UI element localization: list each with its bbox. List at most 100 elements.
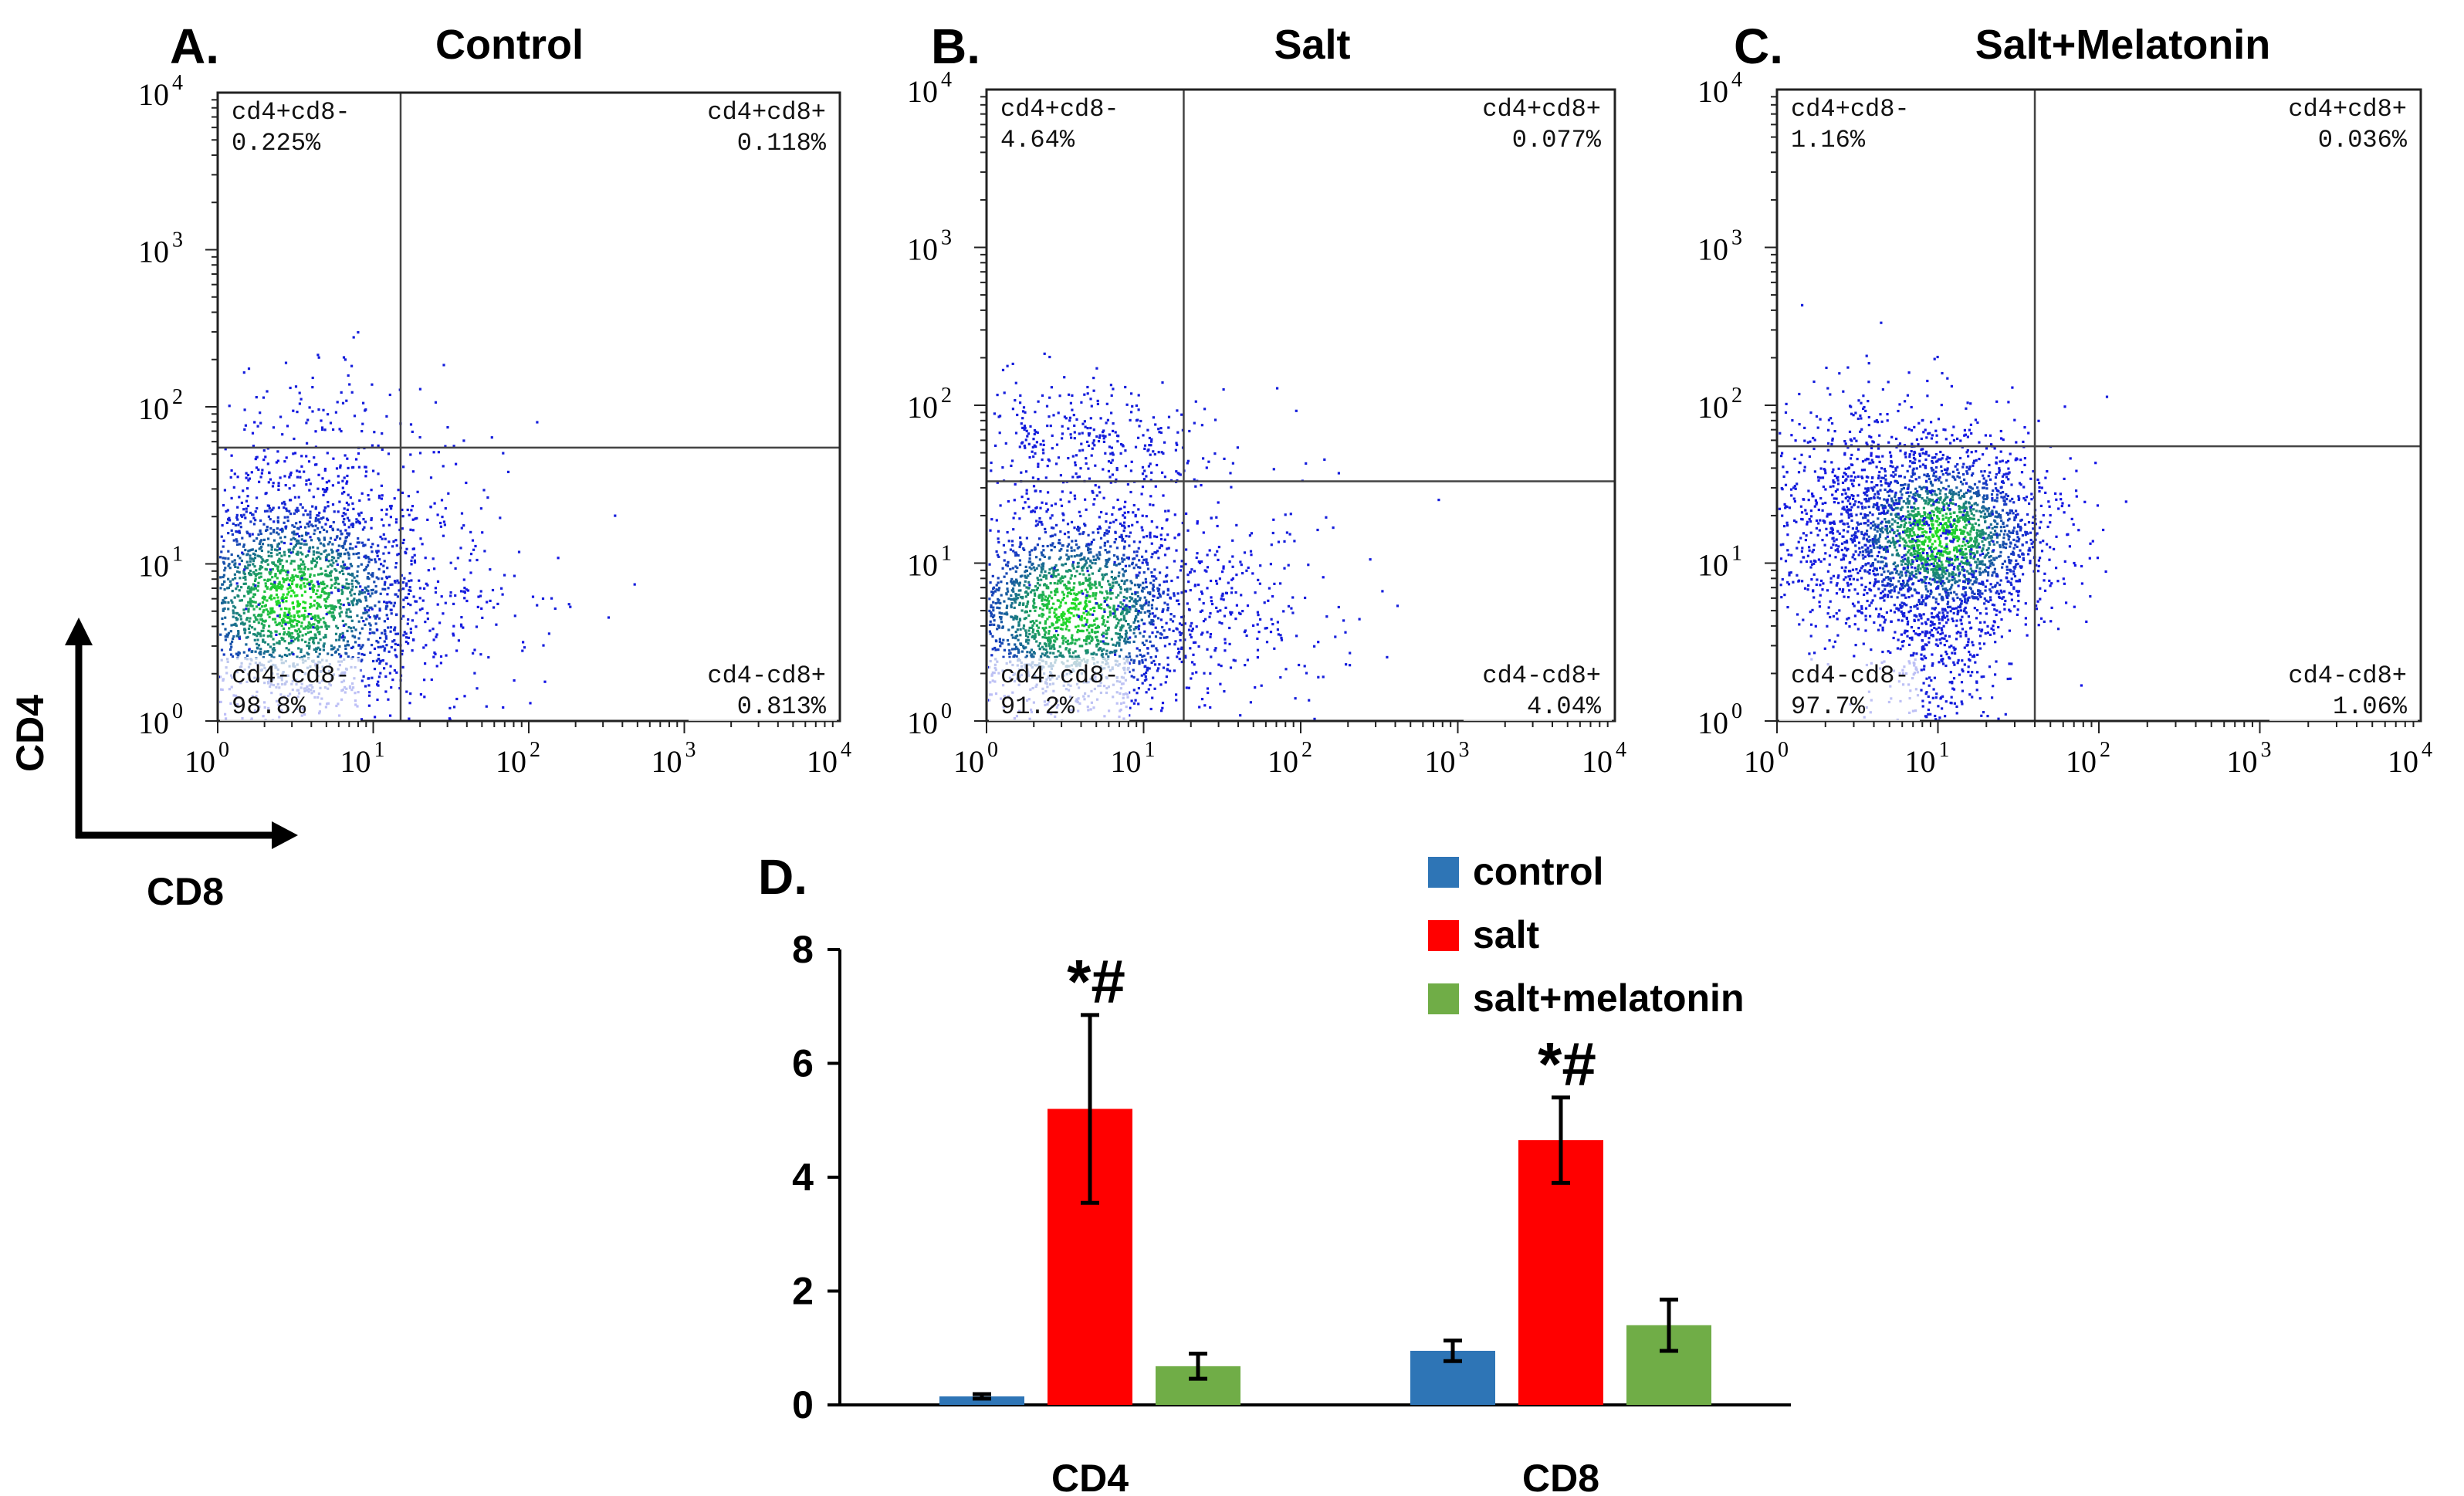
scatter-point xyxy=(480,607,483,610)
scatter-point xyxy=(288,487,291,490)
scatter-point xyxy=(1113,560,1116,564)
scatter-point xyxy=(1276,387,1279,390)
scatter-point xyxy=(242,571,245,574)
scatter-point xyxy=(1067,591,1070,594)
scatter-point xyxy=(313,604,316,607)
scatter-point xyxy=(1116,498,1119,502)
scatter-point xyxy=(410,559,413,562)
scatter-point xyxy=(292,409,295,412)
scatter-point xyxy=(1113,649,1116,652)
scatter-point xyxy=(1090,404,1093,408)
scatter-point xyxy=(1143,611,1146,614)
scatter-point xyxy=(1048,645,1051,648)
scatter-point xyxy=(1180,647,1183,651)
scatter-point xyxy=(227,586,230,590)
scatter-point xyxy=(294,509,297,512)
scatter-point xyxy=(1032,655,1035,658)
scatter-point xyxy=(375,639,378,643)
scatter-point xyxy=(322,645,325,648)
scatter-point xyxy=(278,601,281,604)
scatter-point xyxy=(248,564,252,567)
scatter-point xyxy=(1213,452,1217,455)
scatter-point xyxy=(296,601,300,604)
scatter-point xyxy=(242,543,245,547)
scatter-point xyxy=(1037,633,1041,636)
scatter-point xyxy=(1107,580,1110,583)
scatter-point xyxy=(394,518,398,521)
scatter-point xyxy=(226,635,229,638)
scatter-point xyxy=(1137,566,1140,569)
scatter-point xyxy=(340,603,343,606)
scatter-point xyxy=(1145,550,1148,553)
scatter-point xyxy=(1062,513,1065,516)
scatter-point xyxy=(1066,523,1070,526)
scatter-point xyxy=(1085,544,1088,547)
scatter-point xyxy=(1114,626,1117,629)
scatter-point xyxy=(344,623,347,626)
scatter-point xyxy=(280,540,283,543)
scatter-point xyxy=(495,623,498,626)
scatter-point xyxy=(1116,440,1119,443)
scatter-point xyxy=(300,542,303,545)
scatter-point xyxy=(260,629,263,632)
scatter-point xyxy=(305,483,308,486)
scatter-point xyxy=(1066,609,1069,612)
scatter-point xyxy=(992,591,995,594)
scatter-point xyxy=(407,636,410,639)
scatter-point xyxy=(1287,564,1290,567)
scatter-point xyxy=(402,606,405,609)
scatter-point xyxy=(1035,624,1038,627)
scatter-point xyxy=(1008,655,1011,659)
scatter-point xyxy=(292,636,295,639)
scatter-point xyxy=(255,396,258,399)
scatter-point xyxy=(344,644,347,648)
scatter-point xyxy=(1197,645,1200,648)
scatter-point xyxy=(1042,613,1045,616)
quadrant-name: cd4+cd8+ xyxy=(707,98,826,127)
scatter-point xyxy=(1129,596,1132,599)
scatter-point xyxy=(1117,594,1120,597)
scatter-point xyxy=(264,492,267,496)
scatter-point xyxy=(1045,607,1048,610)
scatter-point xyxy=(1206,553,1209,557)
scatter-point xyxy=(1075,614,1078,617)
scatter-point xyxy=(327,505,330,508)
scatter-point xyxy=(1049,543,1052,547)
scatter-point xyxy=(346,587,349,590)
scatter-point xyxy=(1112,577,1115,581)
scatter-point xyxy=(1053,546,1056,549)
scatter-point xyxy=(1024,446,1027,449)
scatter-point xyxy=(503,574,506,577)
scatter-point xyxy=(223,569,226,572)
y-tick-label: 10 2 xyxy=(138,385,183,426)
scatter-point xyxy=(389,626,393,629)
scatter-point xyxy=(289,620,292,623)
scatter-point xyxy=(448,717,451,720)
scatter-point xyxy=(1139,631,1142,635)
scatter-point xyxy=(303,591,306,594)
scatter-point xyxy=(1093,623,1096,626)
scatter-point xyxy=(312,626,315,629)
scatter-point xyxy=(1015,553,1018,557)
scatter-point xyxy=(245,636,248,639)
scatter-point xyxy=(1243,551,1247,554)
scatter-point xyxy=(384,537,387,540)
scatter-point xyxy=(1006,639,1010,642)
scatter-point xyxy=(1122,558,1126,561)
scatter-point xyxy=(309,602,312,606)
scatter-point xyxy=(262,538,266,541)
scatter-point xyxy=(1103,610,1106,614)
scatter-point xyxy=(1023,584,1026,587)
scatter-point xyxy=(341,586,344,589)
scatter-point xyxy=(1123,637,1126,641)
scatter-point xyxy=(1072,598,1075,601)
scatter-point xyxy=(1087,547,1090,550)
scatter-point xyxy=(1122,595,1125,599)
scatter-point xyxy=(1046,618,1049,621)
scatter-point xyxy=(324,635,327,638)
scatter-point xyxy=(1042,443,1045,446)
scatter-point xyxy=(242,611,245,614)
scatter-point xyxy=(1041,553,1044,557)
scatter-point xyxy=(1022,627,1025,630)
scatter-point xyxy=(1017,648,1020,652)
